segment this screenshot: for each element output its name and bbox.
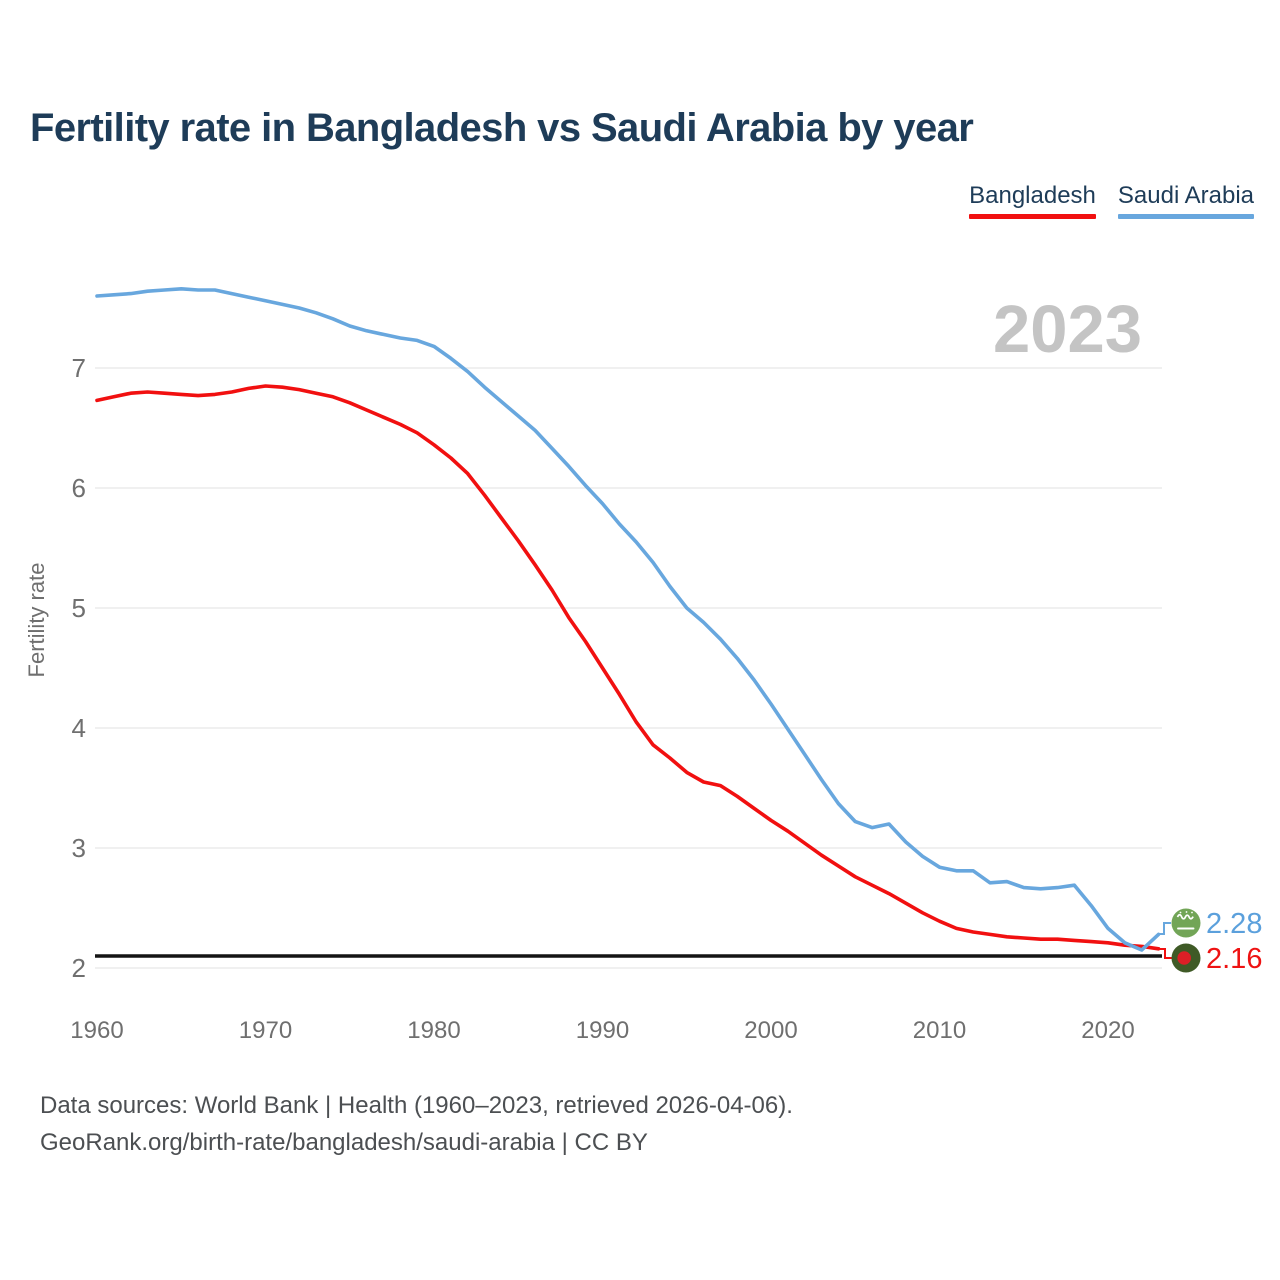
x-tick-2000: 2000: [744, 1017, 797, 1044]
legend-item-bangladesh[interactable]: Bangladesh: [969, 182, 1096, 219]
end-value-saudi-arabia: 2.28: [1206, 908, 1262, 940]
legend-item-saudi-arabia[interactable]: Saudi Arabia: [1117, 182, 1254, 219]
leader-line-bangladesh: [1159, 948, 1172, 959]
x-tick-2020: 2020: [1081, 1017, 1134, 1044]
saudi-flag-script-glyph: [1176, 913, 1194, 920]
end-value-bangladesh: 2.16: [1206, 943, 1262, 975]
footer-sources: Data sources: World Bank | Health (1960–…: [40, 1092, 793, 1119]
y-tick-5: 5: [72, 593, 86, 623]
leader-line-saudi-arabia: [1159, 922, 1171, 935]
y-tick-4: 4: [72, 713, 86, 743]
legend-label-bangladesh: Bangladesh: [969, 182, 1096, 209]
saudi-flag-script-dot: [1191, 911, 1193, 914]
footer-attribution: GeoRank.org/birth-rate/bangladesh/saudi-…: [40, 1129, 648, 1156]
fertility-line-chart: 2023 2 3 4 5 6 7 1960 1970 1980 1990 2000 2010 2020 Fe…: [24, 286, 1262, 1044]
x-tick-1990: 1990: [576, 1017, 629, 1044]
line-bangladesh: [95, 384, 1161, 951]
watermark-year: 2023: [993, 292, 1142, 367]
saudi-arabia-flag-icon: [1171, 908, 1201, 938]
y-tick-6: 6: [72, 473, 86, 503]
saudi-flag-script-dot: [1185, 911, 1188, 913]
legend-label-saudi-arabia: Saudi Arabia: [1117, 182, 1254, 209]
legend: Bangladesh Saudi Arabia: [969, 182, 1254, 219]
x-tick-2010: 2010: [913, 1017, 966, 1044]
page-title: Fertility rate in Bangladesh vs Saudi Ar…: [30, 106, 974, 150]
footer: Data sources: World Bank | Health (1960–…: [40, 1087, 793, 1161]
bangladesh-flag-dot: [1177, 951, 1191, 965]
line-saudi-arabia: [95, 286, 1161, 952]
x-tick-1970: 1970: [239, 1017, 292, 1044]
y-tick-2: 2: [72, 953, 86, 983]
legend-underline-bangladesh: [969, 214, 1096, 219]
y-tick-7: 7: [72, 353, 86, 383]
saudi-flag-script-dot: [1179, 911, 1182, 914]
x-tick-1960: 1960: [70, 1017, 123, 1044]
y-tick-3: 3: [72, 833, 86, 863]
x-tick-1980: 1980: [407, 1017, 460, 1044]
y-axis-title: Fertility rate: [24, 563, 49, 678]
legend-underline-saudi-arabia: [1117, 214, 1254, 219]
